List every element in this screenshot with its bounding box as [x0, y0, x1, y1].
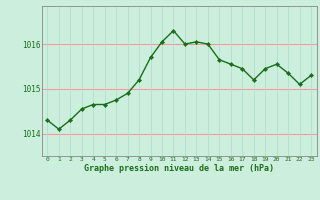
X-axis label: Graphe pression niveau de la mer (hPa): Graphe pression niveau de la mer (hPa) [84, 164, 274, 173]
